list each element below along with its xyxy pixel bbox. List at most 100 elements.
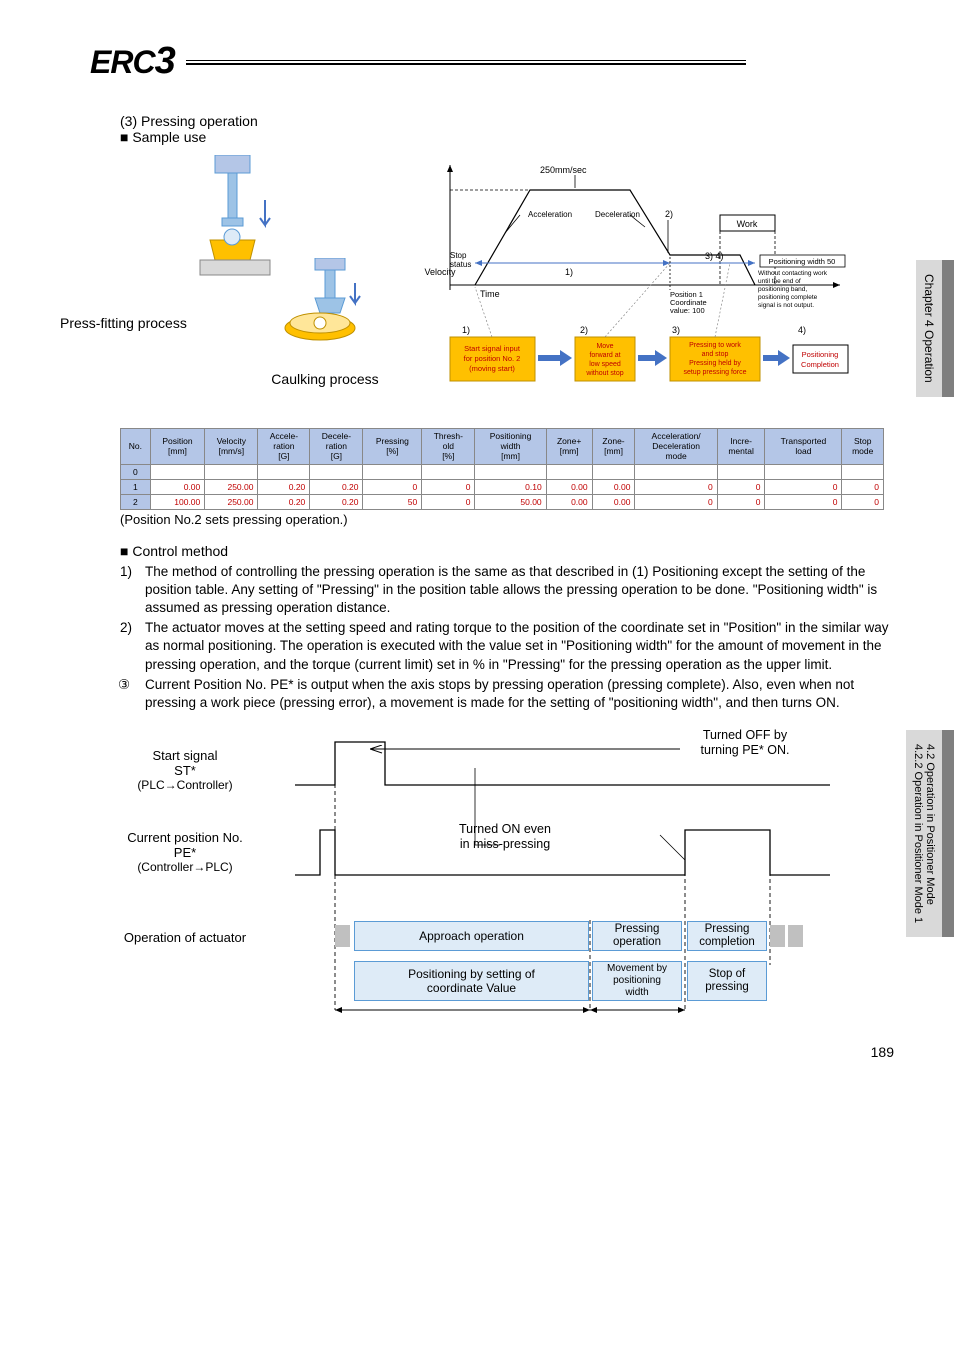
table-cell: 0.20 [310, 494, 363, 509]
table-cell: 0 [842, 479, 884, 494]
caulking-label: Caulking process [230, 371, 420, 387]
item-number: 2) [120, 619, 132, 637]
table-cell: 0.00 [592, 479, 635, 494]
svg-text:Pressing to work: Pressing to work [689, 342, 741, 349]
svg-text:2): 2) [665, 209, 673, 219]
svg-text:value: 100: value: 100 [670, 306, 705, 315]
svg-text:without stop: without stop [585, 370, 623, 377]
table-cell [258, 464, 310, 479]
page-number: 189 [871, 1044, 894, 1060]
table-header: Thresh- old [%] [422, 429, 475, 465]
control-method-heading: ■ Control method [90, 543, 894, 559]
svg-text:Move: Move [596, 343, 613, 350]
table-cell: 50 [363, 494, 422, 509]
row-number: 1 [121, 479, 151, 494]
table-header: Transported load [765, 429, 842, 465]
table-row: 10.00250.000.200.20000.100.000.000000 [121, 479, 884, 494]
table-cell [205, 464, 258, 479]
table-cell: 0 [765, 479, 842, 494]
table-cell [150, 464, 205, 479]
table-cell: 250.00 [205, 494, 258, 509]
svg-text:250mm/sec: 250mm/sec [540, 165, 587, 175]
table-cell [546, 464, 592, 479]
sample-use-heading: ■ Sample use [90, 129, 894, 145]
pressing-completion-box: Pressing completion [687, 921, 767, 951]
section-tab: 4.2 Operation in Positioner Mode 4.2.2 O… [906, 730, 954, 937]
svg-text:(moving start): (moving start) [469, 364, 515, 373]
table-cell: 0.00 [150, 479, 205, 494]
item-text: The method of controlling the pressing o… [145, 564, 877, 615]
table-header: Accele- ration [G] [258, 429, 310, 465]
timeline-diagram: Velocity Time 250mm/sec Acceleration Dec… [420, 155, 850, 415]
press-fitting-label: Press-fitting process [60, 315, 210, 331]
table-cell: 0.20 [258, 494, 310, 509]
positioning-coord-box: Positioning by setting of coordinate Val… [354, 961, 589, 1001]
svg-text:low speed: low speed [589, 361, 621, 368]
table-header: Position [mm] [150, 429, 205, 465]
svg-text:forward at: forward at [589, 352, 620, 359]
table-header: Zone- [mm] [592, 429, 635, 465]
svg-text:positioning complete: positioning complete [758, 294, 818, 301]
position-table: No.Position [mm]Velocity [mm/s]Accele- r… [120, 428, 884, 510]
row-number: 2 [121, 494, 151, 509]
table-cell [842, 464, 884, 479]
table-cell: 0 [635, 494, 717, 509]
table-row: 2100.00250.000.200.2050050.000.000.00000… [121, 494, 884, 509]
table-cell [717, 464, 765, 479]
caulking-illustration [260, 258, 390, 358]
svg-text:setup pressing force: setup pressing force [683, 369, 746, 376]
table-cell: 0 [635, 479, 717, 494]
table-cell: 0.00 [546, 494, 592, 509]
row-number: 0 [121, 464, 151, 479]
pressing-operation-box: Pressing operation [592, 921, 682, 951]
operation-actuator-label: Operation of actuator [95, 930, 275, 945]
table-header: Incre- mental [717, 429, 765, 465]
svg-text:and stop: and stop [702, 351, 729, 358]
timing-diagram: Start signal ST* (PLC→Controller) Curren… [90, 730, 894, 1050]
table-header: Positioning width [mm] [475, 429, 546, 465]
item-number: ③ [118, 676, 130, 694]
svg-text:4): 4) [798, 325, 806, 335]
table-cell [422, 464, 475, 479]
svg-text:Without contacting work: Without contacting work [758, 270, 828, 277]
svg-text:status: status [450, 260, 471, 269]
table-cell: 0 [717, 479, 765, 494]
svg-text:2): 2) [580, 325, 588, 335]
table-cell [592, 464, 635, 479]
table-header: Acceleration/ Deceleration mode [635, 429, 717, 465]
table-cell [635, 464, 717, 479]
stop-pressing-box: Stop of pressing [687, 961, 767, 1001]
table-cell: 100.00 [150, 494, 205, 509]
svg-text:until the end of: until the end of [758, 278, 801, 285]
movement-width-box: Movement by positioning width [592, 961, 682, 1001]
table-header: Decele- ration [G] [310, 429, 363, 465]
svg-text:Start signal input: Start signal input [464, 344, 521, 353]
table-cell: 0.10 [475, 479, 546, 494]
svg-text:Stop: Stop [450, 251, 467, 260]
table-cell: 0 [765, 494, 842, 509]
svg-text:Completion: Completion [801, 360, 839, 369]
table-cell: 0.20 [310, 479, 363, 494]
table-cell: 0 [717, 494, 765, 509]
svg-text:3) 4): 3) 4) [705, 251, 724, 261]
item-number: 1) [120, 563, 132, 581]
svg-text:1): 1) [565, 267, 573, 277]
table-cell: 0 [422, 479, 475, 494]
chapter-tab: Chapter 4 Operation [916, 260, 954, 397]
svg-text:Positioning width 50: Positioning width 50 [769, 257, 836, 266]
svg-text:1): 1) [462, 325, 470, 335]
svg-text:Positioning: Positioning [802, 350, 839, 359]
logo-divider [186, 63, 746, 65]
table-cell: 50.00 [475, 494, 546, 509]
table-header: Stop mode [842, 429, 884, 465]
table-note: (Position No.2 sets pressing operation.) [90, 512, 894, 527]
start-signal-label: Start signal ST* (PLC→Controller) [95, 748, 275, 792]
table-header: Velocity [mm/s] [205, 429, 258, 465]
item-text: The actuator moves at the setting speed … [145, 620, 889, 671]
svg-text:3): 3) [672, 325, 680, 335]
svg-text:Acceleration: Acceleration [528, 210, 572, 219]
table-row: 0 [121, 464, 884, 479]
svg-text:signal is not output.: signal is not output. [758, 302, 814, 309]
table-cell [475, 464, 546, 479]
table-cell: 0.20 [258, 479, 310, 494]
